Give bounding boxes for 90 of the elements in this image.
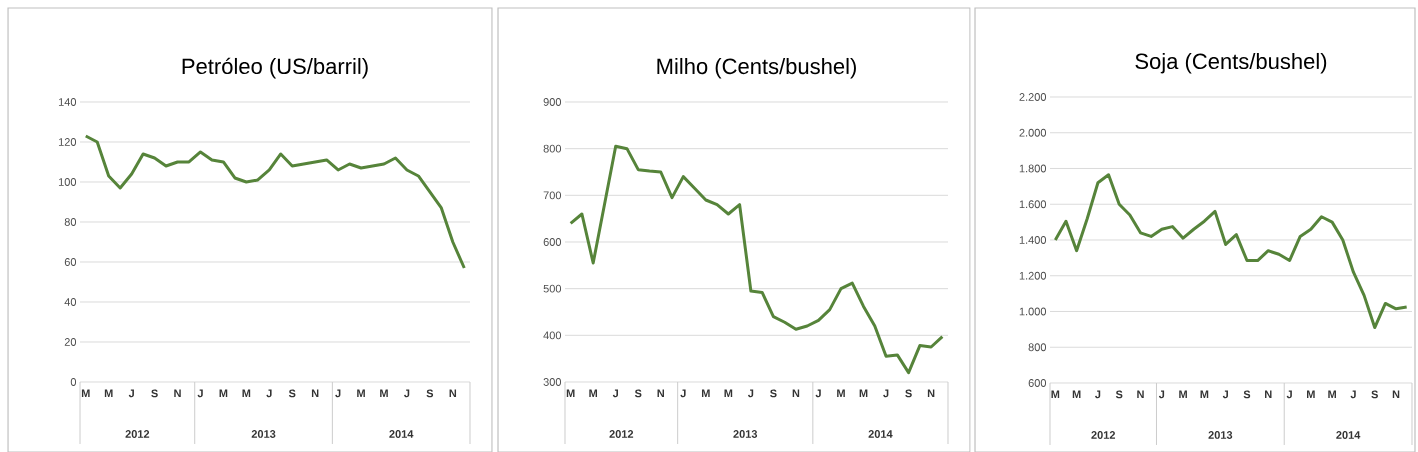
y-tick-label: 1.400 [1019, 236, 1047, 244]
x-tick-label: M [837, 389, 845, 398]
text: 2014 [868, 430, 893, 438]
x-tick-label: M [859, 389, 868, 398]
x-tick-label: J [1095, 390, 1101, 399]
x-tick-label: M [1179, 390, 1187, 399]
text: 2014 [1336, 431, 1361, 439]
y-tick-label: 900 [543, 98, 562, 106]
line-series [569, 144, 944, 375]
y-tick-label: 120 [58, 138, 77, 146]
text: 2013 [733, 430, 758, 438]
x-tick-label: M [380, 389, 388, 398]
x-tick-label: M [724, 389, 733, 398]
y-tick-label: 1.800 [1019, 164, 1047, 173]
y-tick-label: 0 [70, 378, 77, 386]
x-tick-label: J [197, 389, 203, 398]
x-tick-label: M [1051, 390, 1060, 399]
x-tick-label: S [1115, 390, 1123, 399]
y-tick-label: 600 [1028, 379, 1047, 387]
y-tick-label: 500 [543, 284, 562, 293]
y-tick-label: 400 [543, 331, 562, 340]
line-series [84, 134, 466, 270]
x-tick-label: J [680, 389, 686, 398]
x-tick-label: J [1286, 390, 1292, 399]
text: 2014 [389, 430, 414, 438]
x-tick-label: N [927, 389, 935, 398]
x-tick-label: M [1328, 390, 1336, 399]
x-tick-label: N [1265, 390, 1272, 399]
x-tick-label: N [449, 389, 457, 398]
x-tick-label: J [612, 389, 619, 398]
y-tick-label: 1.200 [1019, 271, 1047, 280]
x-tick-label: S [1243, 390, 1251, 399]
y-tick-label: 80 [64, 218, 77, 226]
x-tick-label: M [589, 389, 598, 398]
x-tick-label: M [566, 389, 575, 398]
x-tick-label: S [634, 389, 642, 398]
x-tick-label: M [1200, 390, 1209, 399]
x-tick-label: M [1307, 390, 1315, 399]
text: 2012 [609, 430, 634, 438]
y-tick-label: 1.600 [1019, 200, 1047, 209]
y-tick-label: 20 [64, 338, 77, 346]
x-tick-label: S [905, 389, 912, 398]
x-tick-label: N [174, 389, 181, 398]
text: 2013 [251, 430, 276, 438]
x-tick-label: J [815, 389, 821, 398]
x-tick-label: S [426, 389, 434, 398]
y-tick-label: 800 [543, 144, 562, 153]
y-tick-label: 2.000 [1019, 128, 1047, 137]
x-tick-label: N [1392, 390, 1400, 399]
x-tick-label: J [404, 389, 410, 398]
x-tick-label: M [242, 389, 251, 398]
line-series [1053, 173, 1409, 330]
x-tick-label: N [311, 389, 319, 398]
x-tick-label: S [288, 389, 296, 398]
x-tick-label: S [1371, 390, 1378, 399]
x-tick-label: J [1350, 390, 1356, 399]
x-tick-label: J [1222, 390, 1228, 399]
y-tick-label: 800 [1028, 343, 1047, 352]
x-tick-label: M [1072, 390, 1081, 399]
x-tick-label: J [1158, 390, 1165, 399]
x-tick-label: J [266, 389, 272, 398]
text: 2013 [1208, 431, 1233, 439]
y-tick-label: 100 [58, 178, 77, 186]
y-tick-label: 2.200 [1019, 93, 1047, 101]
x-tick-label: J [883, 389, 889, 398]
x-tick-label: J [335, 389, 341, 398]
x-tick-label: N [792, 389, 800, 398]
x-tick-label: N [657, 389, 664, 398]
text: 2012 [1091, 431, 1116, 439]
x-tick-label: M [357, 389, 365, 398]
x-tick-label: S [151, 389, 158, 398]
x-tick-label: N [1137, 390, 1144, 399]
x-tick-label: M [81, 389, 90, 398]
text: 2012 [125, 430, 150, 438]
chart-title: Petróleo (US/barril) [182, 57, 368, 79]
x-tick-label: S [770, 389, 777, 398]
chart-title: Soja (Cents/bushel) [1135, 52, 1327, 74]
y-tick-label: 700 [543, 191, 562, 200]
x-tick-label: M [701, 389, 710, 398]
y-tick-label: 40 [64, 298, 77, 306]
y-tick-label: 300 [543, 378, 562, 386]
x-tick-label: M [219, 389, 228, 398]
x-tick-label: J [747, 389, 754, 398]
y-tick-label: 140 [58, 98, 77, 106]
x-tick-label: M [104, 389, 113, 398]
y-tick-label: 60 [64, 258, 77, 266]
y-tick-label: 600 [543, 238, 562, 246]
y-tick-label: 1.000 [1019, 307, 1047, 316]
chart-title: Milho (Cents/bushel) [657, 57, 856, 79]
x-tick-label: J [128, 389, 134, 398]
